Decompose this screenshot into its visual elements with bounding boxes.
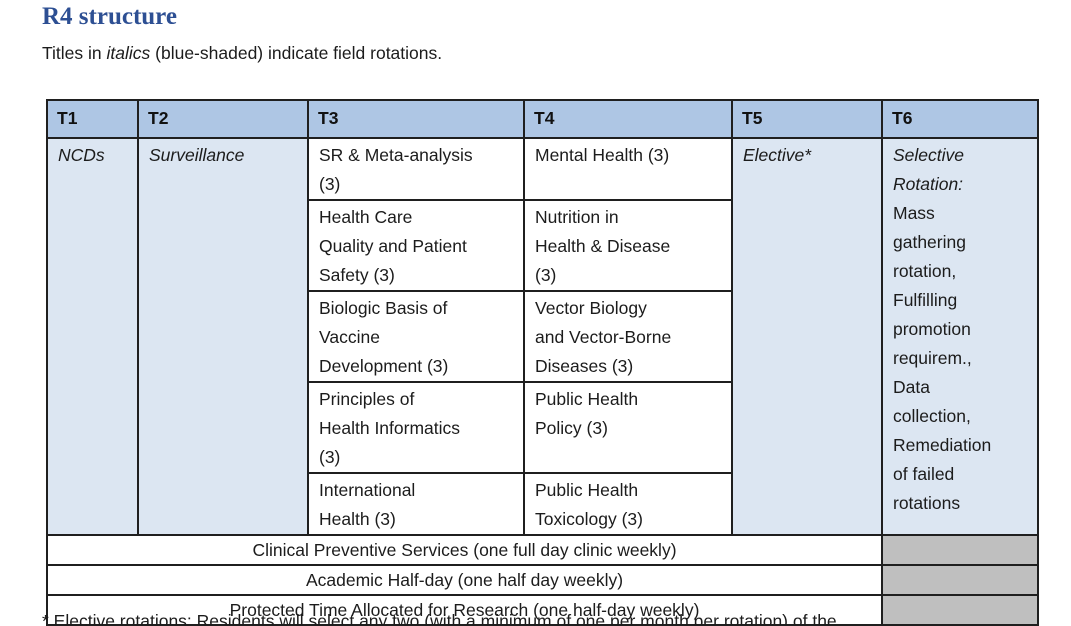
disabled-cell (881, 564, 1039, 596)
table-caption: Titles in italics (blue-shaded) indicate… (42, 43, 442, 64)
course-cell-t3: International Health (3) (307, 472, 525, 536)
course-cell-t4: Nutrition in Health & Disease (3) (523, 199, 733, 292)
header-cell-t3: T3 (307, 99, 525, 139)
course-cell-t4: Public Health Toxicology (3) (523, 472, 733, 536)
course-row: Health Care Quality and Patient Safety (… (47, 199, 1038, 292)
course-cell-t3: SR & Meta-analysis (3) (307, 137, 525, 201)
field-rotation-cell-ncds: NCDs (46, 137, 139, 536)
weekly-activity-cell: Academic Half-day (one half day weekly) (46, 564, 883, 596)
disabled-cell (881, 534, 1039, 566)
weekly-row-clinical: Clinical Preventive Services (one full d… (46, 534, 1039, 566)
course-cell-t3: Health Care Quality and Patient Safety (… (307, 199, 525, 292)
field-rotation-cell-elective: Elective* (731, 137, 883, 536)
selective-rotation-items: Mass gathering rotation, Fulfilling prom… (893, 203, 992, 513)
header-cell-t6: T6 (881, 99, 1039, 139)
rotation-schedule-table: T1 T2 T3 T4 T5 T6 NCDs Surveillance SR &… (46, 99, 1039, 626)
header-cell-t2: T2 (137, 99, 309, 139)
weekly-row-academic: Academic Half-day (one half day weekly) (46, 564, 1039, 596)
caption-text-post: (blue-shaded) indicate field rotations. (150, 43, 443, 63)
page-title: R4 structure (42, 3, 177, 30)
disabled-cell (881, 594, 1039, 626)
header-row: T1 T2 T3 T4 T5 T6 (46, 99, 1039, 139)
course-cell-t3: Biologic Basis of Vaccine Development (3… (307, 290, 525, 383)
field-rotation-cell-selective: Selective Rotation: Mass gathering rotat… (881, 137, 1039, 536)
weekly-row-research: Protected Time Allocated for Research (o… (46, 594, 1039, 626)
course-row: NCDs Surveillance SR & Meta-analysis (3)… (46, 137, 1039, 536)
course-row: Biologic Basis of Vaccine Development (3… (47, 290, 1038, 383)
field-rotation-cell-surveillance: Surveillance (137, 137, 309, 536)
caption-text-italic: italics (106, 43, 151, 63)
course-cell-t4: Public Health Policy (3) (523, 381, 733, 474)
selective-rotation-label: Selective Rotation: (893, 145, 965, 194)
header-cell-t4: T4 (523, 99, 733, 139)
header-cell-t5: T5 (731, 99, 883, 139)
course-row: Principles of Health Informatics (3) Pub… (47, 381, 1038, 474)
weekly-activity-cell: Protected Time Allocated for Research (o… (46, 594, 883, 626)
course-cell-t3: Principles of Health Informatics (3) (307, 381, 525, 474)
header-cell-t1: T1 (46, 99, 139, 139)
weekly-activity-cell: Clinical Preventive Services (one full d… (46, 534, 883, 566)
course-cell-t4: Vector Biology and Vector-Borne Diseases… (523, 290, 733, 383)
caption-text-pre: Titles in (42, 43, 107, 63)
elective-footnote: * Elective rotations: Residents will sel… (42, 613, 837, 625)
course-row: International Health (3) Public Health T… (47, 472, 1038, 536)
course-cell-t4: Mental Health (3) (523, 137, 733, 201)
